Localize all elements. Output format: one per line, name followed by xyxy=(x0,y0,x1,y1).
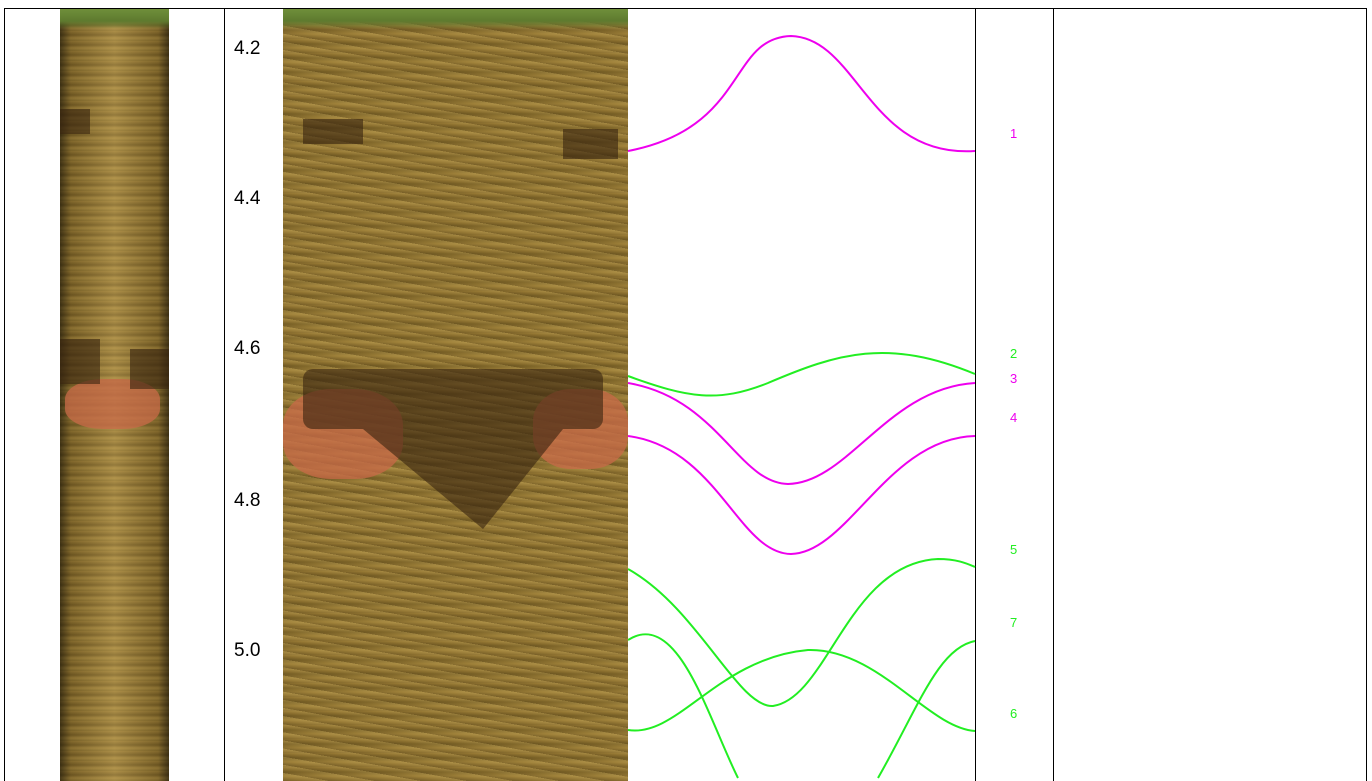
core-top-vegetation xyxy=(283,9,628,29)
panel-divider xyxy=(1053,8,1054,781)
correlation-line-3[interactable] xyxy=(628,382,976,486)
core-feature xyxy=(563,129,618,159)
depth-tick-label: 4.6 xyxy=(234,338,261,359)
correlation-label-1[interactable]: 1 xyxy=(1010,126,1018,141)
correlation-line-6[interactable] xyxy=(628,648,976,732)
correlation-line-5[interactable] xyxy=(628,557,976,708)
depth-tick-label: 5.0 xyxy=(234,640,261,661)
core-feature xyxy=(130,349,169,389)
correlation-label-7[interactable]: 7 xyxy=(1010,615,1018,630)
correlation-label-2[interactable]: 2 xyxy=(1010,346,1018,361)
panel-divider xyxy=(224,8,225,781)
correlation-label-5[interactable]: 5 xyxy=(1010,542,1018,557)
viewer-frame xyxy=(4,8,1367,781)
correlation-line-1[interactable] xyxy=(628,34,976,153)
depth-tick-label: 4.2 xyxy=(234,38,261,59)
core-feature xyxy=(303,119,363,144)
core-feature xyxy=(60,109,90,134)
core-feature xyxy=(60,339,100,384)
correlation-line-4[interactable] xyxy=(628,435,976,556)
panel-divider xyxy=(975,8,976,781)
core-detail-image[interactable] xyxy=(283,9,628,781)
correlation-line-7[interactable] xyxy=(628,633,976,779)
core-thumbnail-image[interactable] xyxy=(60,9,169,781)
core-feature xyxy=(363,429,563,529)
correlation-label-4[interactable]: 4 xyxy=(1010,410,1018,425)
depth-tick-label: 4.8 xyxy=(234,490,261,511)
core-top-vegetation xyxy=(60,9,169,29)
correlation-line-2[interactable] xyxy=(628,351,976,397)
empty-panel xyxy=(1054,9,1366,781)
correlation-label-3[interactable]: 3 xyxy=(1010,371,1018,386)
correlation-panel xyxy=(628,34,976,779)
correlation-label-6[interactable]: 6 xyxy=(1010,706,1018,721)
depth-tick-label: 4.4 xyxy=(234,188,261,209)
core-feature xyxy=(303,369,603,429)
